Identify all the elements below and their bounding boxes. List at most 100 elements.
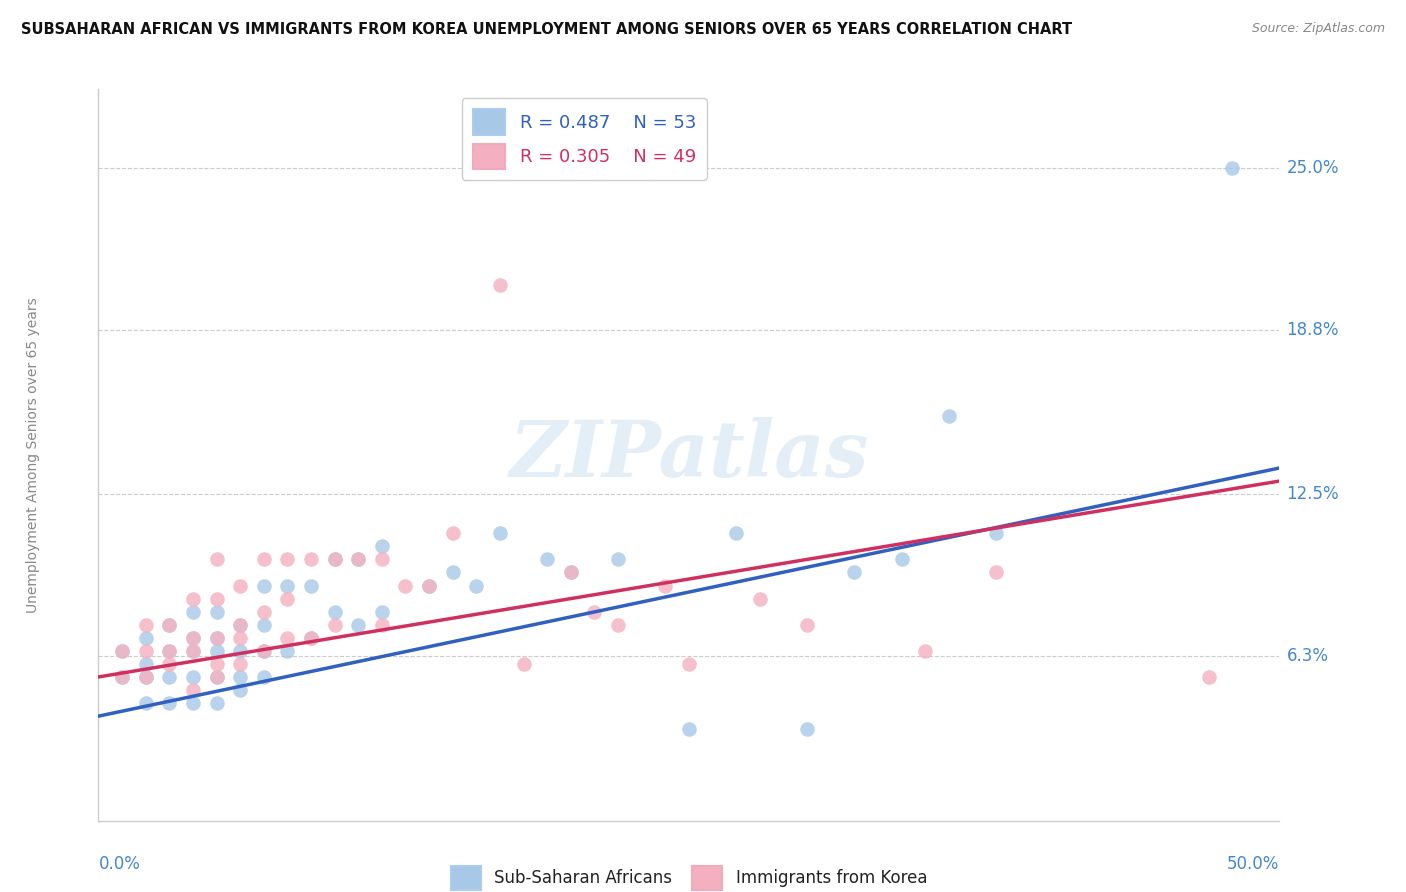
Point (418, 578, 440, 592)
Point (347, 617, 370, 632)
Point (135, 631, 157, 645)
Point (512, 657, 534, 671)
Legend: Sub-Saharan Africans, Immigrants from Korea: Sub-Saharan Africans, Immigrants from Ko… (444, 860, 934, 892)
Point (253, 644, 276, 658)
Point (229, 670, 252, 684)
Point (135, 657, 157, 671)
Point (205, 605, 228, 619)
Point (229, 683, 252, 698)
Point (984, 566, 1007, 580)
Point (489, 526, 512, 541)
Point (181, 631, 204, 645)
Point (323, 617, 346, 632)
Point (157, 670, 180, 684)
Text: SUBSAHARAN AFRICAN VS IMMIGRANTS FROM KOREA UNEMPLOYMENT AMONG SENIORS OVER 65 Y: SUBSAHARAN AFRICAN VS IMMIGRANTS FROM KO… (21, 22, 1073, 37)
Point (181, 644, 204, 658)
Point (205, 670, 228, 684)
Point (111, 644, 134, 658)
Point (181, 591, 204, 606)
Point (135, 644, 157, 658)
Text: 6.3%: 6.3% (1286, 647, 1329, 665)
Point (560, 566, 582, 580)
Point (229, 644, 252, 658)
Point (536, 552, 558, 566)
Point (135, 670, 157, 684)
Point (299, 631, 322, 645)
Text: ZIPatlas: ZIPatlas (509, 417, 869, 493)
Point (583, 605, 606, 619)
Point (111, 644, 134, 658)
Point (1198, 670, 1220, 684)
Point (796, 723, 818, 737)
Point (371, 539, 394, 553)
Text: Source: ZipAtlas.com: Source: ZipAtlas.com (1251, 22, 1385, 36)
Point (181, 605, 204, 619)
Point (890, 552, 912, 566)
Point (135, 670, 157, 684)
Point (844, 566, 866, 580)
Point (748, 591, 770, 606)
Point (323, 552, 346, 566)
Point (465, 578, 488, 592)
Point (323, 605, 346, 619)
Point (418, 578, 440, 592)
Point (1220, 161, 1243, 175)
Text: 0.0%: 0.0% (98, 855, 141, 872)
Point (111, 670, 134, 684)
Point (229, 617, 252, 632)
Point (441, 526, 464, 541)
Point (181, 696, 204, 710)
Point (323, 552, 346, 566)
Point (181, 683, 204, 698)
Point (253, 578, 276, 592)
Point (253, 644, 276, 658)
Point (205, 591, 228, 606)
Point (654, 578, 676, 592)
Point (607, 552, 630, 566)
Point (725, 526, 748, 541)
Point (394, 578, 416, 592)
Text: Unemployment Among Seniors over 65 years: Unemployment Among Seniors over 65 years (27, 297, 41, 613)
Point (984, 526, 1007, 541)
Point (205, 631, 228, 645)
Point (181, 644, 204, 658)
Point (157, 644, 180, 658)
Point (157, 657, 180, 671)
Point (205, 657, 228, 671)
Point (229, 578, 252, 592)
Point (229, 617, 252, 632)
Point (276, 578, 298, 592)
Point (607, 617, 630, 632)
Point (205, 552, 228, 566)
Point (299, 578, 322, 592)
Point (441, 566, 464, 580)
Point (111, 670, 134, 684)
Point (157, 696, 180, 710)
Point (205, 631, 228, 645)
Point (276, 631, 298, 645)
Point (678, 657, 700, 671)
Text: 50.0%: 50.0% (1227, 855, 1279, 872)
Point (299, 552, 322, 566)
Point (181, 631, 204, 645)
Point (253, 605, 276, 619)
Point (276, 644, 298, 658)
Point (796, 617, 818, 632)
Point (157, 617, 180, 632)
Point (135, 617, 157, 632)
Point (229, 631, 252, 645)
Point (205, 696, 228, 710)
Point (276, 591, 298, 606)
Point (560, 566, 582, 580)
Point (914, 644, 936, 658)
Point (157, 644, 180, 658)
Text: 18.8%: 18.8% (1286, 320, 1339, 339)
Point (489, 278, 512, 293)
Point (181, 670, 204, 684)
Point (678, 723, 700, 737)
Point (371, 605, 394, 619)
Text: 25.0%: 25.0% (1286, 159, 1339, 177)
Point (347, 552, 370, 566)
Point (205, 670, 228, 684)
Point (347, 552, 370, 566)
